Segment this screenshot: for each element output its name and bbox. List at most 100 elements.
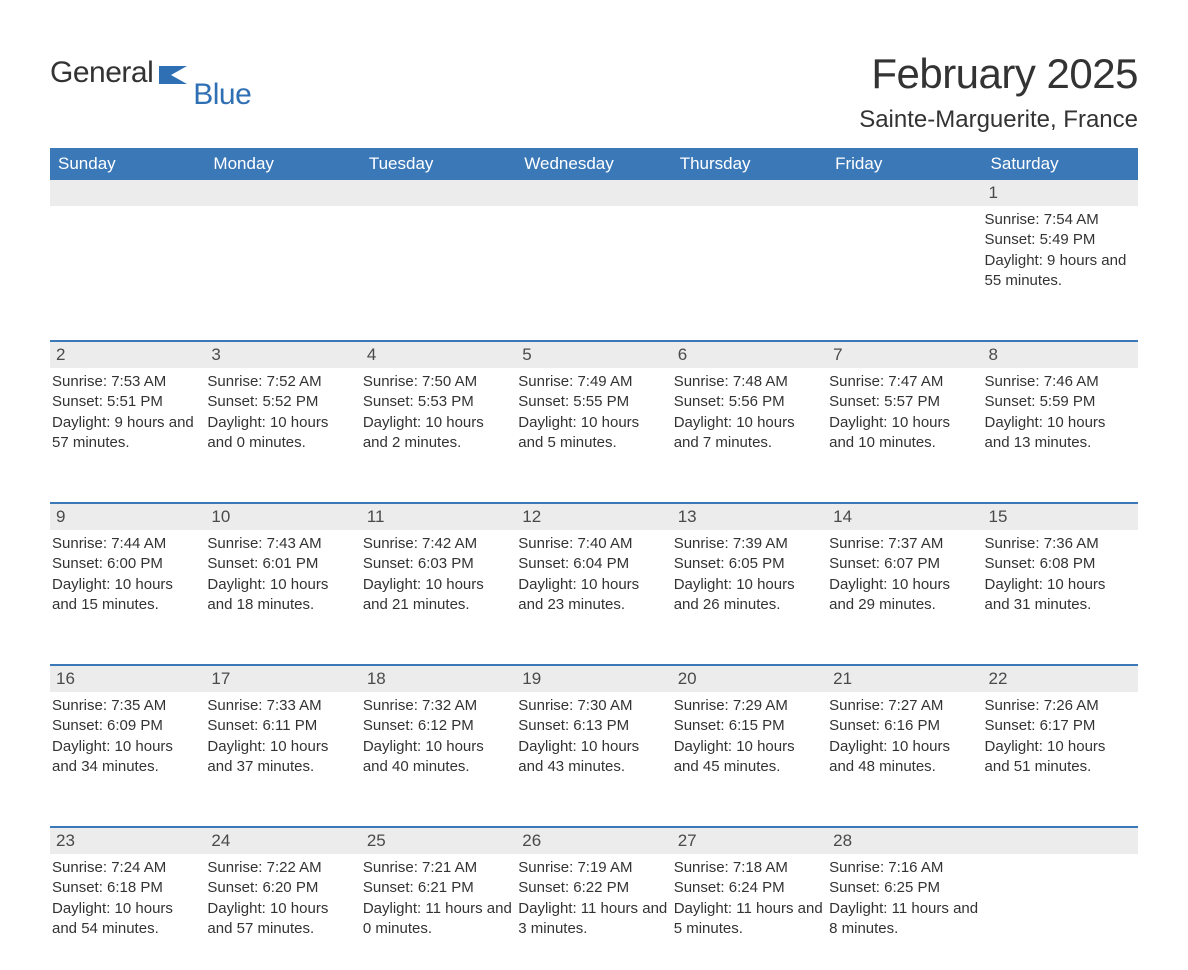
day-cell: Sunrise: 7:43 AMSunset: 6:01 PMDaylight:… xyxy=(205,530,360,646)
day-cell: Sunrise: 7:35 AMSunset: 6:09 PMDaylight:… xyxy=(50,692,205,808)
weekday-header-row: Sunday Monday Tuesday Wednesday Thursday… xyxy=(50,148,1138,180)
daylight-text: Daylight: 10 hours and 5 minutes. xyxy=(518,413,667,454)
month-title: February 2025 xyxy=(859,50,1138,98)
day-details: Sunrise: 7:53 AMSunset: 5:51 PMDaylight:… xyxy=(50,368,205,457)
sunrise-text: Sunrise: 7:37 AM xyxy=(829,534,978,554)
day-cell: Sunrise: 7:42 AMSunset: 6:03 PMDaylight:… xyxy=(361,530,516,646)
daylight-text: Daylight: 10 hours and 40 minutes. xyxy=(363,737,512,778)
sunset-text: Sunset: 6:15 PM xyxy=(674,716,823,736)
day-details: Sunrise: 7:21 AMSunset: 6:21 PMDaylight:… xyxy=(361,854,516,943)
sunrise-text: Sunrise: 7:30 AM xyxy=(518,696,667,716)
day-number: 13 xyxy=(672,504,827,530)
day-number: 5 xyxy=(516,342,671,368)
day-cell: Sunrise: 7:37 AMSunset: 6:07 PMDaylight:… xyxy=(827,530,982,646)
day-details: Sunrise: 7:30 AMSunset: 6:13 PMDaylight:… xyxy=(516,692,671,781)
weekday-monday: Monday xyxy=(205,148,360,180)
daylight-text: Daylight: 10 hours and 43 minutes. xyxy=(518,737,667,778)
sunrise-text: Sunrise: 7:48 AM xyxy=(674,372,823,392)
weekday-wednesday: Wednesday xyxy=(516,148,671,180)
day-details: Sunrise: 7:29 AMSunset: 6:15 PMDaylight:… xyxy=(672,692,827,781)
day-number: 25 xyxy=(361,828,516,854)
day-cell xyxy=(983,854,1138,970)
day-details: Sunrise: 7:35 AMSunset: 6:09 PMDaylight:… xyxy=(50,692,205,781)
sunset-text: Sunset: 6:00 PM xyxy=(52,554,201,574)
daylight-text: Daylight: 10 hours and 0 minutes. xyxy=(207,413,356,454)
day-number: 4 xyxy=(361,342,516,368)
sunset-text: Sunset: 6:16 PM xyxy=(829,716,978,736)
sunrise-text: Sunrise: 7:54 AM xyxy=(985,210,1134,230)
day-cell: Sunrise: 7:53 AMSunset: 5:51 PMDaylight:… xyxy=(50,368,205,484)
day-number-strip: 9101112131415 xyxy=(50,504,1138,530)
daylight-text: Daylight: 10 hours and 37 minutes. xyxy=(207,737,356,778)
sunrise-text: Sunrise: 7:50 AM xyxy=(363,372,512,392)
sunrise-text: Sunrise: 7:39 AM xyxy=(674,534,823,554)
daylight-text: Daylight: 10 hours and 57 minutes. xyxy=(207,899,356,940)
daylight-text: Daylight: 10 hours and 7 minutes. xyxy=(674,413,823,454)
sunset-text: Sunset: 5:49 PM xyxy=(985,230,1134,250)
day-number: 21 xyxy=(827,666,982,692)
day-number: 7 xyxy=(827,342,982,368)
day-number: 22 xyxy=(983,666,1138,692)
day-cell: Sunrise: 7:39 AMSunset: 6:05 PMDaylight:… xyxy=(672,530,827,646)
sunset-text: Sunset: 5:59 PM xyxy=(985,392,1134,412)
week: 2345678Sunrise: 7:53 AMSunset: 5:51 PMDa… xyxy=(50,340,1138,484)
day-number: 24 xyxy=(205,828,360,854)
sunrise-text: Sunrise: 7:40 AM xyxy=(518,534,667,554)
daylight-text: Daylight: 10 hours and 31 minutes. xyxy=(985,575,1134,616)
daylight-text: Daylight: 10 hours and 13 minutes. xyxy=(985,413,1134,454)
day-details: Sunrise: 7:16 AMSunset: 6:25 PMDaylight:… xyxy=(827,854,982,943)
logo-text-general: General xyxy=(50,56,153,90)
weekday-tuesday: Tuesday xyxy=(361,148,516,180)
day-number: 9 xyxy=(50,504,205,530)
day-details xyxy=(50,206,205,214)
sunset-text: Sunset: 6:22 PM xyxy=(518,878,667,898)
calendar: Sunday Monday Tuesday Wednesday Thursday… xyxy=(50,148,1138,970)
daylight-text: Daylight: 11 hours and 8 minutes. xyxy=(829,899,978,940)
weekday-thursday: Thursday xyxy=(672,148,827,180)
day-cell: Sunrise: 7:54 AMSunset: 5:49 PMDaylight:… xyxy=(983,206,1138,322)
day-number: 20 xyxy=(672,666,827,692)
day-cell: Sunrise: 7:22 AMSunset: 6:20 PMDaylight:… xyxy=(205,854,360,970)
day-cell xyxy=(516,206,671,322)
day-number: 18 xyxy=(361,666,516,692)
sunset-text: Sunset: 6:17 PM xyxy=(985,716,1134,736)
day-number-strip: 232425262728 xyxy=(50,828,1138,854)
sunset-text: Sunset: 6:13 PM xyxy=(518,716,667,736)
day-cell: Sunrise: 7:30 AMSunset: 6:13 PMDaylight:… xyxy=(516,692,671,808)
daylight-text: Daylight: 10 hours and 54 minutes. xyxy=(52,899,201,940)
week: 9101112131415Sunrise: 7:44 AMSunset: 6:0… xyxy=(50,502,1138,646)
day-cell: Sunrise: 7:26 AMSunset: 6:17 PMDaylight:… xyxy=(983,692,1138,808)
sunrise-text: Sunrise: 7:53 AM xyxy=(52,372,201,392)
daylight-text: Daylight: 10 hours and 34 minutes. xyxy=(52,737,201,778)
header: General Blue February 2025 Sainte-Margue… xyxy=(50,50,1138,134)
day-details xyxy=(516,206,671,214)
daylight-text: Daylight: 9 hours and 55 minutes. xyxy=(985,251,1134,292)
day-body-row: Sunrise: 7:24 AMSunset: 6:18 PMDaylight:… xyxy=(50,854,1138,970)
sunset-text: Sunset: 5:53 PM xyxy=(363,392,512,412)
day-number: 11 xyxy=(361,504,516,530)
day-details xyxy=(983,854,1138,862)
day-details: Sunrise: 7:47 AMSunset: 5:57 PMDaylight:… xyxy=(827,368,982,457)
day-number xyxy=(50,180,205,206)
weekday-friday: Friday xyxy=(827,148,982,180)
day-number: 14 xyxy=(827,504,982,530)
week: 232425262728Sunrise: 7:24 AMSunset: 6:18… xyxy=(50,826,1138,970)
day-number xyxy=(361,180,516,206)
day-cell xyxy=(672,206,827,322)
day-number: 8 xyxy=(983,342,1138,368)
logo-text-blue: Blue xyxy=(193,78,251,112)
sunset-text: Sunset: 6:25 PM xyxy=(829,878,978,898)
daylight-text: Daylight: 10 hours and 51 minutes. xyxy=(985,737,1134,778)
day-details: Sunrise: 7:33 AMSunset: 6:11 PMDaylight:… xyxy=(205,692,360,781)
daylight-text: Daylight: 10 hours and 26 minutes. xyxy=(674,575,823,616)
day-cell: Sunrise: 7:40 AMSunset: 6:04 PMDaylight:… xyxy=(516,530,671,646)
sunrise-text: Sunrise: 7:19 AM xyxy=(518,858,667,878)
day-cell xyxy=(205,206,360,322)
day-number: 15 xyxy=(983,504,1138,530)
day-body-row: Sunrise: 7:53 AMSunset: 5:51 PMDaylight:… xyxy=(50,368,1138,484)
sunset-text: Sunset: 6:11 PM xyxy=(207,716,356,736)
day-cell: Sunrise: 7:52 AMSunset: 5:52 PMDaylight:… xyxy=(205,368,360,484)
sunrise-text: Sunrise: 7:46 AM xyxy=(985,372,1134,392)
sunrise-text: Sunrise: 7:21 AM xyxy=(363,858,512,878)
day-number: 28 xyxy=(827,828,982,854)
